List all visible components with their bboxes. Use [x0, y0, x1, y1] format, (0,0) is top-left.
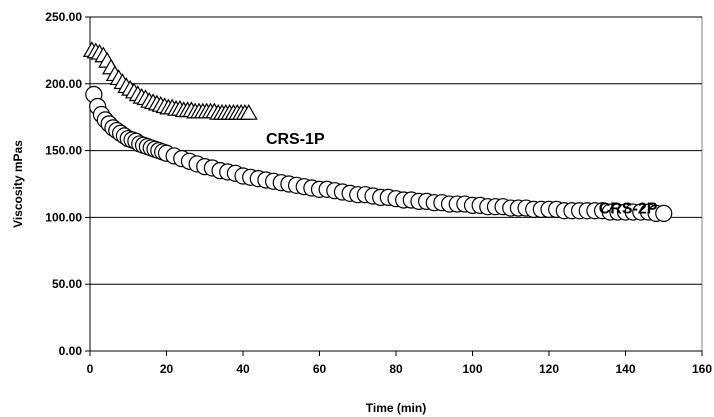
x-tick-label-1: 20 [160, 362, 174, 376]
y-tick-label-2: 100.00 [45, 210, 82, 224]
x-axis-ticks: 0 20 40 60 80 100 120 140 160 [87, 351, 712, 376]
series-label-crs-2p: CRS-2P [599, 200, 658, 217]
x-tick-label-0: 0 [87, 362, 94, 376]
x-tick-label-7: 140 [615, 362, 635, 376]
y-axis-ticks: 0.00 50.00 100.00 150.00 200.00 250.00 [45, 10, 90, 358]
x-tick-label-4: 80 [389, 362, 403, 376]
circle-point-84 [655, 204, 673, 222]
y-tick-label-5: 250.00 [45, 10, 82, 24]
series-triangle [82, 41, 258, 120]
plot-area [89, 16, 703, 352]
x-tick-label-8: 160 [692, 362, 712, 376]
triangle-point-41 [239, 103, 258, 120]
y-tick-label-0: 0.00 [59, 344, 83, 358]
y-tick-label-3: 150.00 [45, 144, 82, 158]
series-circle [85, 85, 673, 222]
y-axis-title: Viscosity mPas [11, 140, 25, 228]
y-tick-label-4: 200.00 [45, 77, 82, 91]
x-tick-label-3: 60 [313, 362, 327, 376]
x-axis-title: Time (min) [366, 401, 426, 415]
y-tick-label-1: 50.00 [52, 277, 82, 291]
data-series [82, 41, 673, 222]
annotations: CRS-1P CRS-2P [266, 131, 658, 217]
x-tick-label-5: 100 [462, 362, 482, 376]
x-tick-label-6: 120 [539, 362, 559, 376]
x-tick-label-2: 40 [236, 362, 250, 376]
series-label-crs-1p: CRS-1P [266, 131, 325, 148]
